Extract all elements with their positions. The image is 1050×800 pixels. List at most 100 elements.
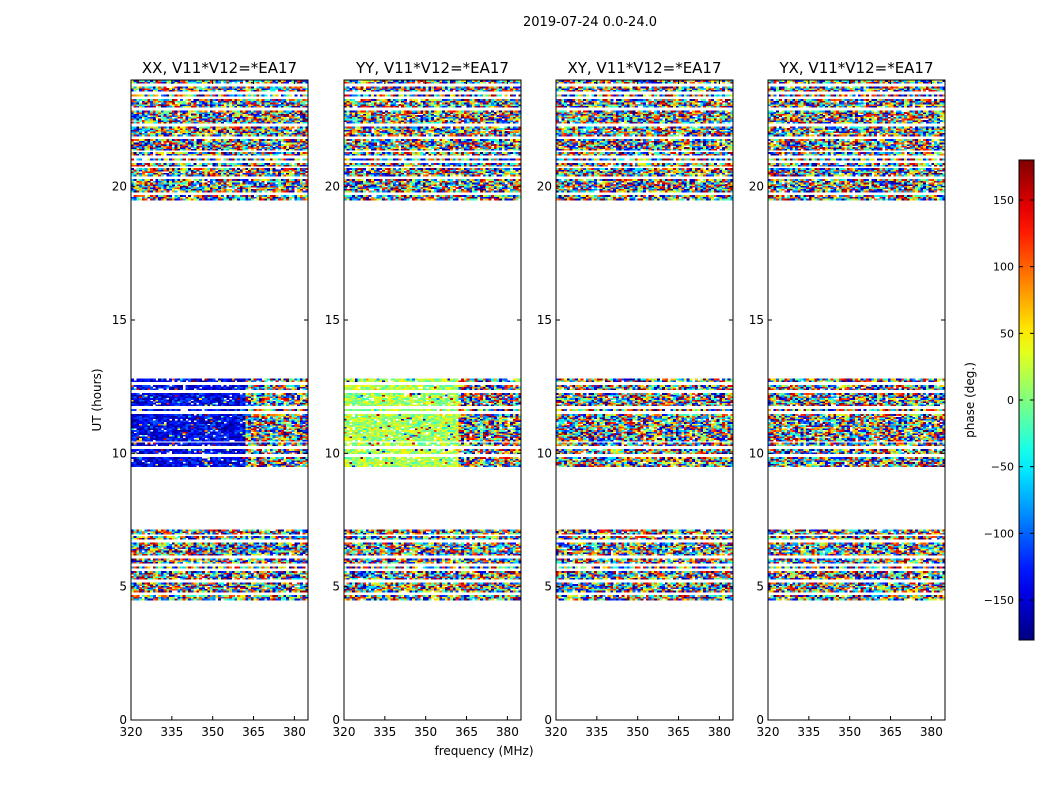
heatmap-cell [172,595,175,597]
heatmap-cell [221,571,224,573]
heatmap-cell [172,385,175,387]
heatmap-cell [215,449,218,451]
heatmap-cell [224,443,227,445]
heatmap-cell [166,558,169,560]
heatmap-cell [221,582,224,584]
heatmap-cell [196,443,199,445]
heatmap-cell [275,395,278,397]
heatmap-cell [286,393,289,395]
heatmap-cell [139,536,142,538]
heatmap-cell [256,558,259,560]
heatmap-cell [224,423,227,425]
heatmap-cell [202,380,205,382]
heatmap-cell [262,566,265,568]
heatmap-cell [229,443,232,445]
heatmap-cell [256,443,259,445]
heatmap-cell [145,379,148,381]
heatmap-cell [194,576,197,578]
heatmap-cell [134,414,137,416]
heatmap-cell [232,414,235,416]
heatmap-cell [275,536,278,538]
heatmap-cell [289,457,292,459]
heatmap-cell [175,420,178,422]
heatmap-cell [164,385,167,387]
heatmap-cell [194,571,197,573]
heatmap-cell [273,536,276,538]
heatmap-cell [188,558,191,560]
heatmap-cell [213,443,216,445]
heatmap-cell [262,582,265,584]
heatmap-cell [185,582,188,584]
heatmap-cell [278,443,281,445]
heatmap-cell [147,533,150,535]
heatmap-cell [158,385,161,387]
heatmap-cell [134,388,137,390]
heatmap-cell [254,571,257,573]
heatmap-cell [139,449,142,451]
heatmap-cell [221,542,224,544]
heatmap-cell [145,542,148,544]
heatmap-cell [240,385,243,387]
heatmap-cell [158,443,161,445]
heatmap-cell [240,542,243,544]
heatmap-cell [264,449,267,451]
heatmap-cell [289,409,292,411]
heatmap-cell [175,562,178,564]
heatmap-cell [240,414,243,416]
heatmap-cell [142,558,145,560]
heatmap-cell [196,379,199,381]
heatmap-cells [131,80,308,600]
heatmap-cell [164,582,167,584]
heatmap-cell [232,595,235,597]
heatmap-cell [175,571,178,573]
heatmap-cell [205,582,208,584]
heatmap-cell [289,393,292,395]
heatmap-cell [300,393,303,395]
heatmap-cell [166,566,169,568]
heatmap-cell [175,566,178,568]
heatmap-cell [229,558,232,560]
heatmap-cell [256,449,259,451]
heatmap-cell [134,433,137,435]
heatmap-cell [281,449,284,451]
heatmap-cell [281,419,284,421]
heatmap-cell [207,443,210,445]
heatmap-cell [281,582,284,584]
heatmap-cell [275,542,278,544]
heatmap-cell [292,409,295,411]
heatmap-cell [245,582,248,584]
heatmap-cell [245,379,248,381]
panel-group: XX, V11*V12=*EA17320 335 350 365 38005101520… [112,59,946,739]
heatmap-cell [156,404,159,406]
heatmap-cell [251,582,254,584]
heatmap-cell [134,430,137,432]
heatmap-cell [226,566,229,568]
heatmap-cell [172,414,175,416]
y-axis-label: UT (hours) [90,368,104,431]
heatmap-cell [264,443,267,445]
heatmap-cell [210,431,213,433]
heatmap-cell [136,449,139,451]
heatmap-cell [185,393,188,395]
heatmap-cell [145,409,148,411]
heatmap-cell [243,595,246,597]
heatmap-cell [237,393,240,395]
heatmap-cell [191,385,194,387]
heatmap-cell [226,414,229,416]
heatmap-cell [237,414,240,416]
heatmap-cell [273,595,276,597]
heatmap-cell [180,595,183,597]
heatmap-cell [142,462,145,464]
heatmap-cell [224,449,227,451]
heatmap-cell [270,393,273,395]
heatmap-cell [205,409,208,411]
heatmap-cell [240,395,243,397]
heatmap-cell [185,443,188,445]
heatmap-cell [164,431,167,433]
heatmap-cell [248,595,251,597]
heatmap-cell [275,439,278,441]
heatmap-cell [191,558,194,560]
heatmap-cell [150,387,153,389]
heatmap-cell [294,566,297,568]
heatmap-cell [194,542,197,544]
